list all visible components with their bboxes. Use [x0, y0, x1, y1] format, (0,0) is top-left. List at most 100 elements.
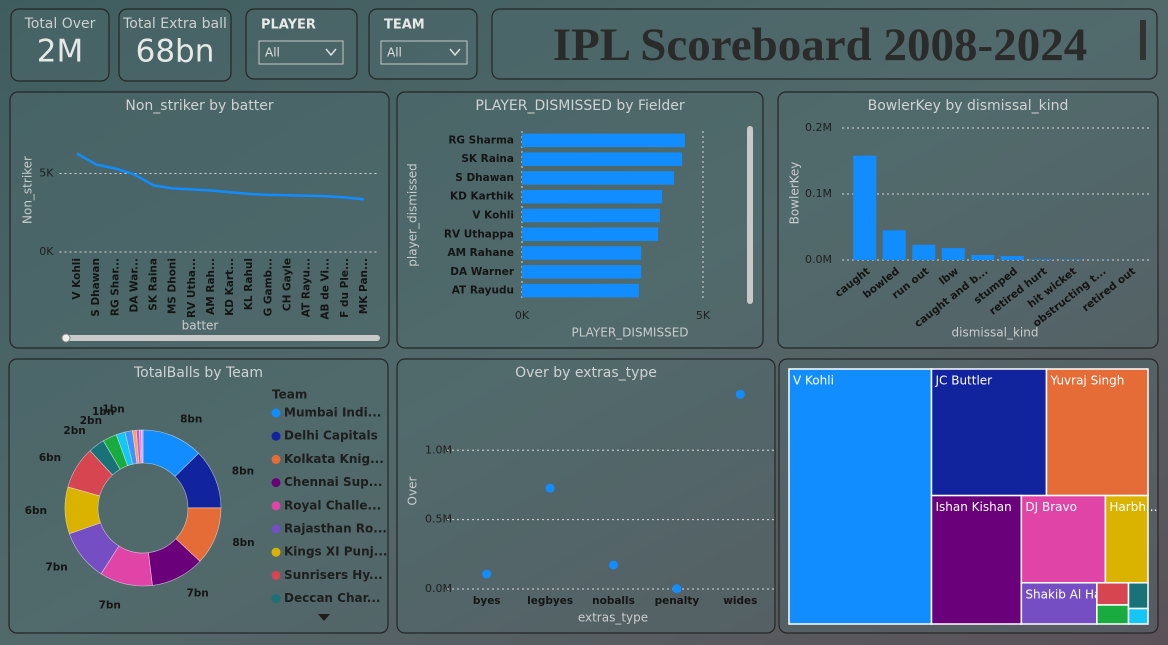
data-label: 8bn [232, 537, 254, 549]
x-tick-label: penalty [655, 595, 700, 607]
card [118, 8, 232, 82]
scatter-point [482, 569, 492, 579]
y-tick-label: KD Karthik [450, 191, 515, 203]
bar [1030, 259, 1054, 260]
card-value: 2M [37, 34, 83, 70]
bar [882, 230, 906, 260]
legend-marker [271, 431, 281, 441]
data-label: 2bn [63, 425, 85, 437]
card-label: Total Over [24, 16, 96, 32]
tile-label: V Kohli [793, 374, 834, 388]
dropdown-value: All [387, 46, 402, 60]
scatter-point [672, 584, 682, 594]
x-tick-label: MK Pan... [358, 258, 370, 314]
legend-label: Mumbai Indi... [284, 406, 381, 420]
data-label: 7bn [45, 562, 67, 574]
x-tick-label: AB de Vi... [320, 258, 332, 320]
legend-scroll-arrow[interactable] [318, 614, 330, 621]
title-bar [1140, 20, 1146, 60]
y-tick-label: AM Rahane [447, 247, 514, 259]
x-tick-label: noballs [592, 595, 635, 607]
card [10, 8, 110, 82]
y-tick-label: 0.0M [805, 253, 832, 266]
tile-label: Yuvraj Singh [1049, 374, 1124, 388]
x-tick-label: wides [723, 595, 757, 607]
scrollbar[interactable] [63, 335, 380, 341]
chevron [325, 48, 337, 57]
dashboard-title: IPL Scoreboard 2008-2024 [553, 19, 1087, 71]
bar [1000, 256, 1024, 260]
slicer-label: TEAM [384, 18, 425, 33]
bar [522, 133, 685, 148]
treemap-tile [1096, 582, 1130, 606]
bar [522, 152, 683, 166]
x-tick-label: AT Rayu... [301, 258, 313, 317]
tile-label: Ishan Kishan [935, 500, 1011, 514]
y-tick-label: RG Sharma [448, 134, 514, 146]
chevron [449, 48, 461, 57]
x-tick-label: DA War... [128, 258, 140, 312]
treemap-tile [930, 494, 1023, 625]
x-tick-label: G Gamb... [262, 258, 274, 316]
slicer [368, 8, 478, 80]
scatter-point [735, 389, 745, 399]
tile-label: Harbh... [1109, 500, 1157, 514]
treemap-tile [1045, 368, 1149, 497]
title-box [491, 8, 1158, 80]
bar [522, 227, 659, 242]
bar [853, 155, 877, 260]
x-tick-label: SK Raina [148, 258, 160, 311]
chart-title: PLAYER_DISMISSED by Fielder [475, 98, 685, 114]
x-axis-title: batter [182, 319, 219, 333]
x-tick-label: KL Rahul [243, 258, 255, 310]
legend-label: Royal Challe... [284, 498, 381, 512]
dropdown[interactable] [258, 40, 344, 65]
y-tick-label: 0.1M [805, 187, 832, 200]
bar [522, 246, 642, 260]
legend-marker [271, 547, 281, 557]
chart-title: TotalBalls by Team [133, 365, 263, 381]
treemap-tile [1096, 604, 1130, 625]
x-tick-label: byes [473, 595, 501, 607]
bar [941, 248, 965, 260]
data-label: 1bn [102, 404, 124, 416]
legend-marker [271, 501, 281, 511]
data-label: 1bn [92, 406, 114, 418]
y-axis-title: Over [406, 477, 420, 506]
data-label: 2bn [80, 415, 102, 427]
chart-title: BowlerKey by dismissal_kind [868, 98, 1069, 114]
line-series [76, 152, 365, 201]
y-axis-title: player_dismissed [406, 163, 420, 266]
x-tick-label: CH Gayle [281, 258, 293, 311]
legend-label: Kolkata Knig... [284, 452, 384, 466]
x-tick-label: AM Rah... [205, 258, 217, 315]
y-tick-label: 0K [39, 245, 54, 258]
scroll-handle[interactable] [61, 333, 71, 343]
visual-panel [396, 358, 776, 634]
y-tick-label: DA Warner [450, 266, 515, 278]
y-tick-label: RV Uthappa [444, 228, 514, 240]
scatter-point [609, 560, 618, 570]
legend-marker [271, 454, 281, 464]
y-tick-label: SK Raina [461, 153, 514, 165]
scrollbar[interactable] [747, 126, 753, 304]
bar [522, 208, 660, 223]
treemap-tile [1020, 494, 1107, 584]
dropdown[interactable] [380, 40, 468, 65]
data-label: 8bn [232, 466, 254, 478]
scatter-point [545, 483, 555, 493]
data-label: 6bn [25, 505, 47, 517]
data-label: 8bn [180, 413, 202, 425]
y-tick-label: V Kohli [472, 210, 514, 222]
x-tick-label: MS Dhoni [167, 258, 179, 314]
legend-marker [271, 524, 281, 534]
x-tick-label: S Dhawan [90, 258, 102, 317]
treemap-tile [1104, 494, 1149, 584]
y-tick-label: AT Rayudu [452, 285, 514, 297]
bar [971, 255, 995, 260]
legend-label: Kings XI Punj... [284, 545, 387, 559]
x-tick-label: 5K [696, 309, 711, 322]
y-tick-label: 0.2M [805, 121, 832, 134]
legend-title: Team [272, 388, 307, 402]
